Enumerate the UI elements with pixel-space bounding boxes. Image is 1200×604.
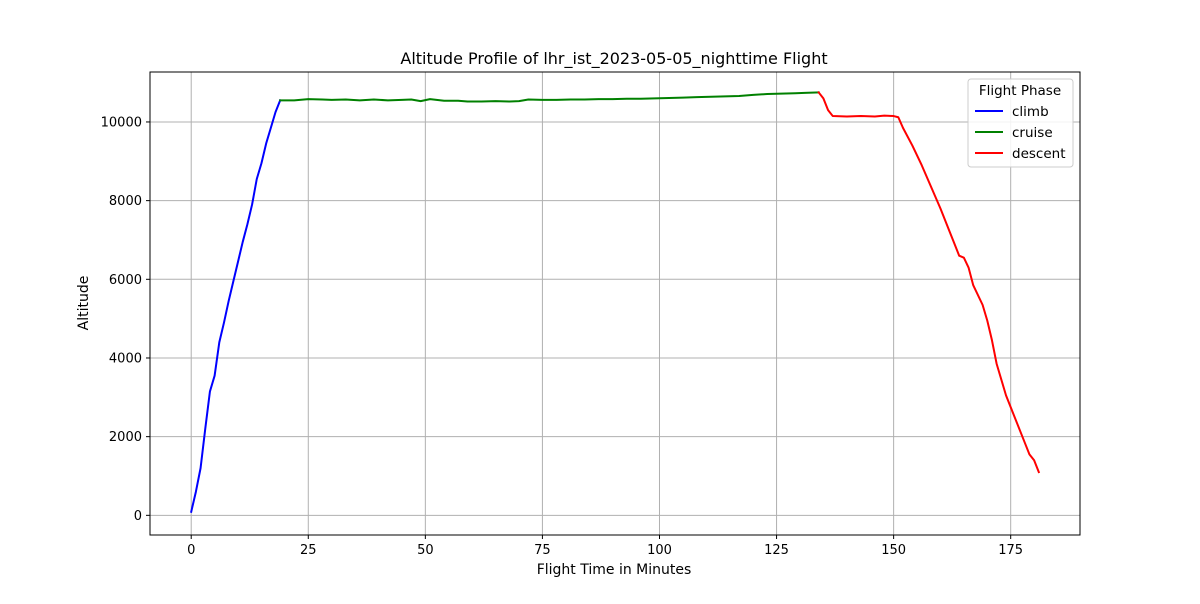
- x-tick-label: 175: [998, 543, 1023, 558]
- y-tick-label: 8000: [109, 194, 142, 209]
- series-line-descent: [817, 91, 1041, 474]
- series-line-climb: [190, 99, 282, 513]
- y-tick-label: 10000: [101, 115, 142, 130]
- legend-box: [967, 78, 1074, 168]
- y-tick-label: 6000: [109, 273, 142, 288]
- y-tick-label: 4000: [109, 351, 142, 366]
- tick-layer: 0 25 50 75 100 125 150 175 0 2000 4000 6000 8000 1000…: [101, 115, 1023, 558]
- series-line-cruise: [279, 91, 820, 103]
- legend: Flight Phase climb cruise descent: [967, 78, 1074, 168]
- x-tick-label: 75: [534, 543, 551, 558]
- legend-title: Flight Phase: [979, 83, 1061, 99]
- legend-label-climb: climb: [1012, 104, 1049, 120]
- legend-entries: climb cruise descent: [975, 104, 1066, 162]
- chart-title: Altitude Profile of lhr_ist_2023-05-05_n…: [400, 49, 827, 69]
- x-tick-label: 125: [764, 543, 789, 558]
- x-tick-label: 150: [881, 543, 906, 558]
- legend-label-cruise: cruise: [1012, 125, 1053, 141]
- x-tick-label: 50: [417, 543, 434, 558]
- plot-frame: [149, 71, 1081, 536]
- y-tick-label: 0: [134, 509, 142, 524]
- legend-label-descent: descent: [1012, 146, 1066, 162]
- x-tick-label: 25: [300, 543, 317, 558]
- series-layer: [190, 91, 1041, 513]
- y-tick-label: 2000: [109, 430, 142, 445]
- x-axis-label: Flight Time in Minutes: [537, 562, 692, 578]
- y-axis-label: Altitude: [76, 276, 92, 331]
- x-tick-label: 0: [187, 543, 195, 558]
- x-tick-label: 100: [647, 543, 672, 558]
